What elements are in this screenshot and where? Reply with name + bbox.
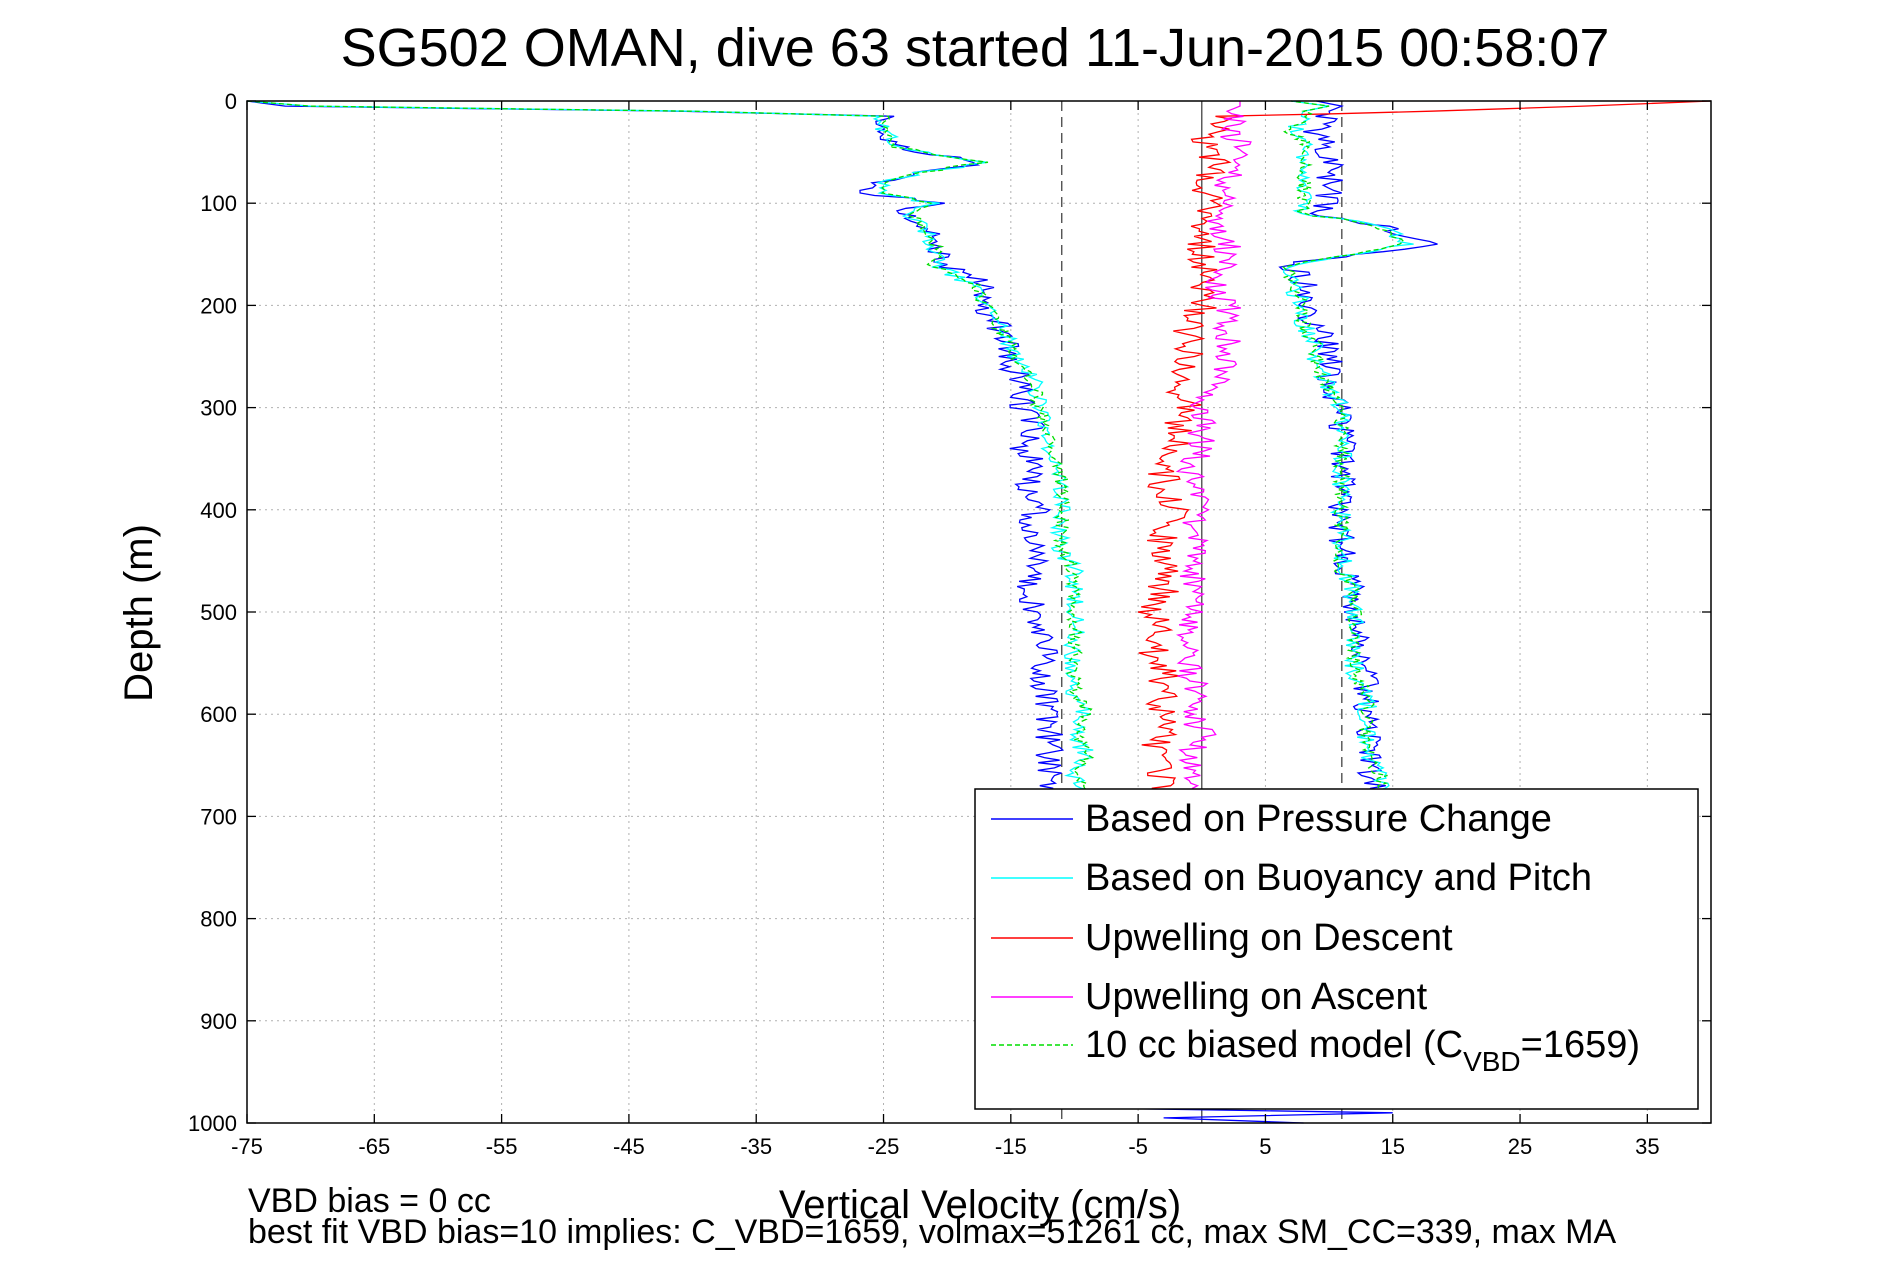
y-tick-label: 800 [200,907,237,932]
footnote-vbd-bias: VBD bias = 0 cc [248,1182,491,1220]
x-tick-label: 5 [1259,1134,1271,1159]
chart-title: SG502 OMAN, dive 63 started 11-Jun-2015 … [341,18,1610,78]
x-tick-label: -55 [486,1134,518,1159]
legend-label-2: Upwelling on Descent [1085,917,1453,959]
x-tick-label: -75 [231,1134,263,1159]
series-lines [246,100,1712,1124]
legend-label-4: 10 cc biased model (CVBD=1659) [1085,1024,1640,1077]
legend-box [974,788,1699,1110]
x-tick-label: -35 [740,1134,772,1159]
y-tick-label: 600 [200,702,237,727]
y-tick-label: 300 [200,396,237,421]
y-tick-label: 1000 [188,1111,237,1136]
y-tick-label: 700 [200,804,237,829]
x-tick-label: -65 [358,1134,390,1159]
series-line-1-descent [246,100,1094,797]
legend-label-1: Based on Buoyancy and Pitch [1085,857,1592,899]
x-axis-title: Vertical Velocity (cm/s) [779,1183,1181,1227]
legend: Based on Pressure Change Based on Buoyanc… [974,788,1699,1110]
legend-label-0: Based on Pressure Change [1085,798,1552,840]
series-line-4-descent [246,100,1095,797]
series-line-2-descent [1137,100,1712,797]
y-tick-label: 100 [200,191,237,216]
x-tick-label: -25 [868,1134,900,1159]
x-tick-label: -45 [613,1134,645,1159]
footnote-best-fit: best fit VBD bias=10 implies: C_VBD=1659… [248,1213,1617,1251]
legend-label-3: Upwelling on Ascent [1085,976,1428,1018]
y-tick-label: 200 [200,293,237,318]
series-line-4-ascent [1282,100,1405,797]
x-axis-ticks: -75 -65 -55 -45 -35 -25 -15 -5 5 15 25 35 [231,101,1660,1159]
x-tick-label: 25 [1508,1134,1532,1159]
y-axis-ticks: 0 100 200 300 400 500 600 700 800 900 1000 [188,89,1711,1136]
y-tick-label: 0 [225,89,237,114]
y-axis-title: Depth (m) [117,524,161,702]
x-tick-label: 15 [1380,1134,1404,1159]
y-tick-label: 900 [200,1009,237,1034]
y-tick-label: 500 [200,600,237,625]
y-tick-label: 400 [200,498,237,523]
series-line-3-ascent [1175,101,1252,797]
bottom-turnaround-line [1074,1107,1393,1124]
x-tick-label: -5 [1128,1134,1148,1159]
x-tick-label: 35 [1635,1134,1659,1159]
x-tick-label: -15 [995,1134,1027,1159]
